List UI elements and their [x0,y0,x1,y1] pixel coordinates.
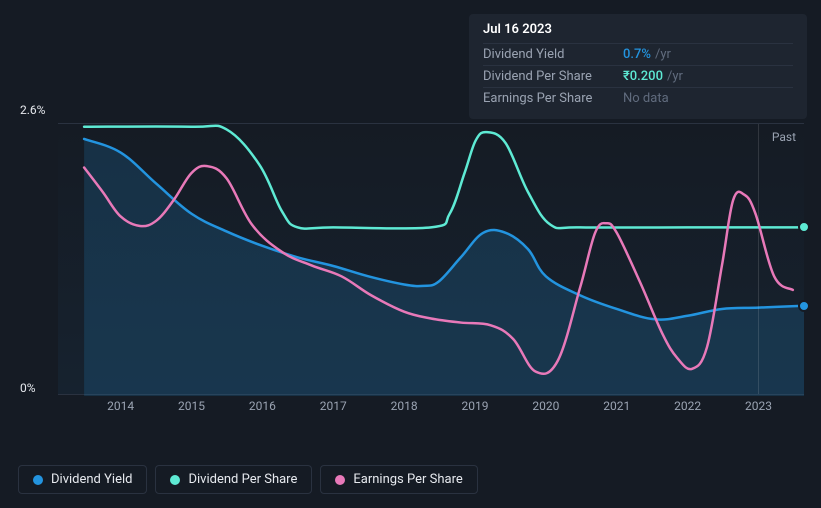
x-tick: 2018 [391,399,418,413]
x-tick: 2022 [674,399,701,413]
tooltip-row-value: 0.7% [623,47,651,62]
legend-item[interactable]: Dividend Per Share [155,465,312,494]
tooltip-row-unit: /yr [667,69,683,84]
tooltip-row-value: No data [623,91,669,106]
chart-area: 2.6% 0% Past 2014 2015 2016 2017 2018 2019 202… [18,105,804,445]
legend-label: Dividend Per Share [188,472,297,487]
legend-item[interactable]: Earnings Per Share [320,465,477,494]
tooltip-row: Earnings Per ShareNo data [483,87,793,109]
legend-item[interactable]: Dividend Yield [18,465,147,494]
tooltip-row: Dividend Per Share₹0.200/yr [483,65,793,87]
tooltip-row-unit: /yr [655,47,671,62]
x-tick: 2016 [249,399,276,413]
tooltip-row: Dividend Yield0.7% /yr [483,43,793,65]
legend-label: Dividend Yield [51,472,132,487]
x-tick: 2017 [320,399,347,413]
x-tick: 2020 [532,399,559,413]
y-axis-max: 2.6% [20,103,45,117]
legend-dot-icon [170,475,180,485]
x-axis: 2014 2015 2016 2017 2018 2019 2020 2021 2022 2023 [58,399,804,419]
tooltip-row-value: ₹0.200 [623,69,663,84]
tooltip-row-label: Earnings Per Share [483,91,623,106]
series-end-dot [798,300,810,312]
plot-region[interactable]: Past [58,123,804,395]
chart-svg [58,124,804,396]
x-tick: 2023 [745,399,772,413]
legend-label: Earnings Per Share [353,472,462,487]
x-tick: 2021 [603,399,630,413]
tooltip-date: Jul 16 2023 [483,22,793,37]
tooltip-row-label: Dividend Yield [483,47,623,62]
series-area [84,139,804,396]
past-label: Past [772,130,796,144]
legend-dot-icon [335,475,345,485]
x-tick: 2015 [178,399,205,413]
tooltip-row-label: Dividend Per Share [483,69,623,84]
x-tick: 2019 [462,399,489,413]
legend: Dividend Yield Dividend Per Share Earnings… [18,465,478,494]
tooltip-rows: Dividend Yield0.7%/yrDividend Per Share₹… [483,43,793,109]
x-tick: 2014 [107,399,134,413]
legend-dot-icon [33,475,43,485]
chart-tooltip: Jul 16 2023 Dividend Yield0.7%/yrDividen… [469,14,807,119]
series-end-dot [798,221,810,233]
y-axis-min: 0% [20,381,36,395]
cursor-line [758,124,759,394]
